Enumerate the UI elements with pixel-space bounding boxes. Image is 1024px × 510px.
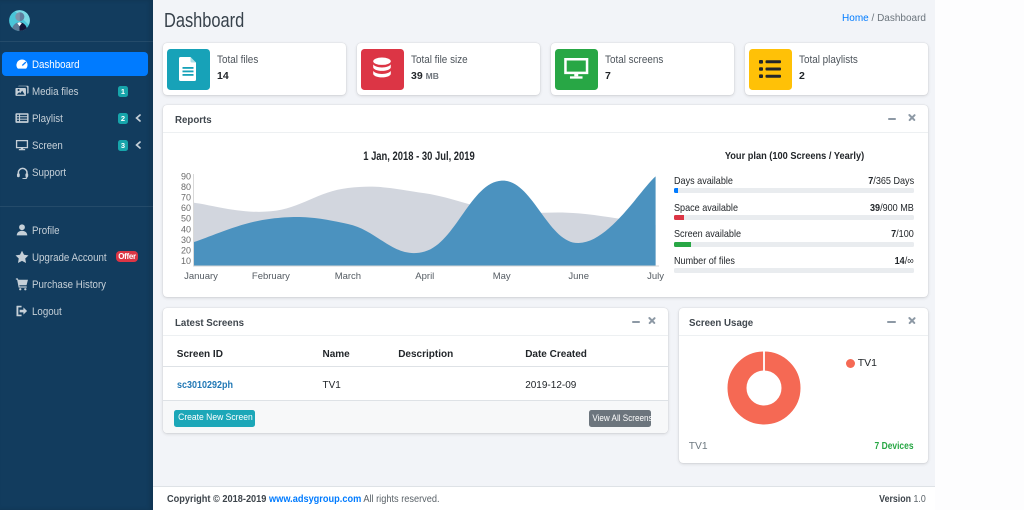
svg-text:80: 80 (181, 182, 191, 192)
svg-text:70: 70 (181, 193, 191, 203)
svg-text:January: January (184, 271, 218, 282)
svg-text:50: 50 (181, 214, 191, 224)
svg-text:July: July (647, 271, 664, 282)
svg-text:May: May (493, 271, 511, 282)
svg-text:April: April (415, 271, 434, 282)
svg-text:20: 20 (181, 245, 191, 255)
svg-text:March: March (335, 271, 361, 282)
svg-text:60: 60 (181, 203, 191, 213)
svg-text:90: 90 (181, 171, 191, 181)
svg-text:February: February (252, 271, 290, 282)
svg-text:June: June (568, 271, 589, 282)
svg-text:10: 10 (181, 256, 191, 266)
svg-text:40: 40 (181, 224, 191, 234)
svg-text:30: 30 (181, 235, 191, 245)
